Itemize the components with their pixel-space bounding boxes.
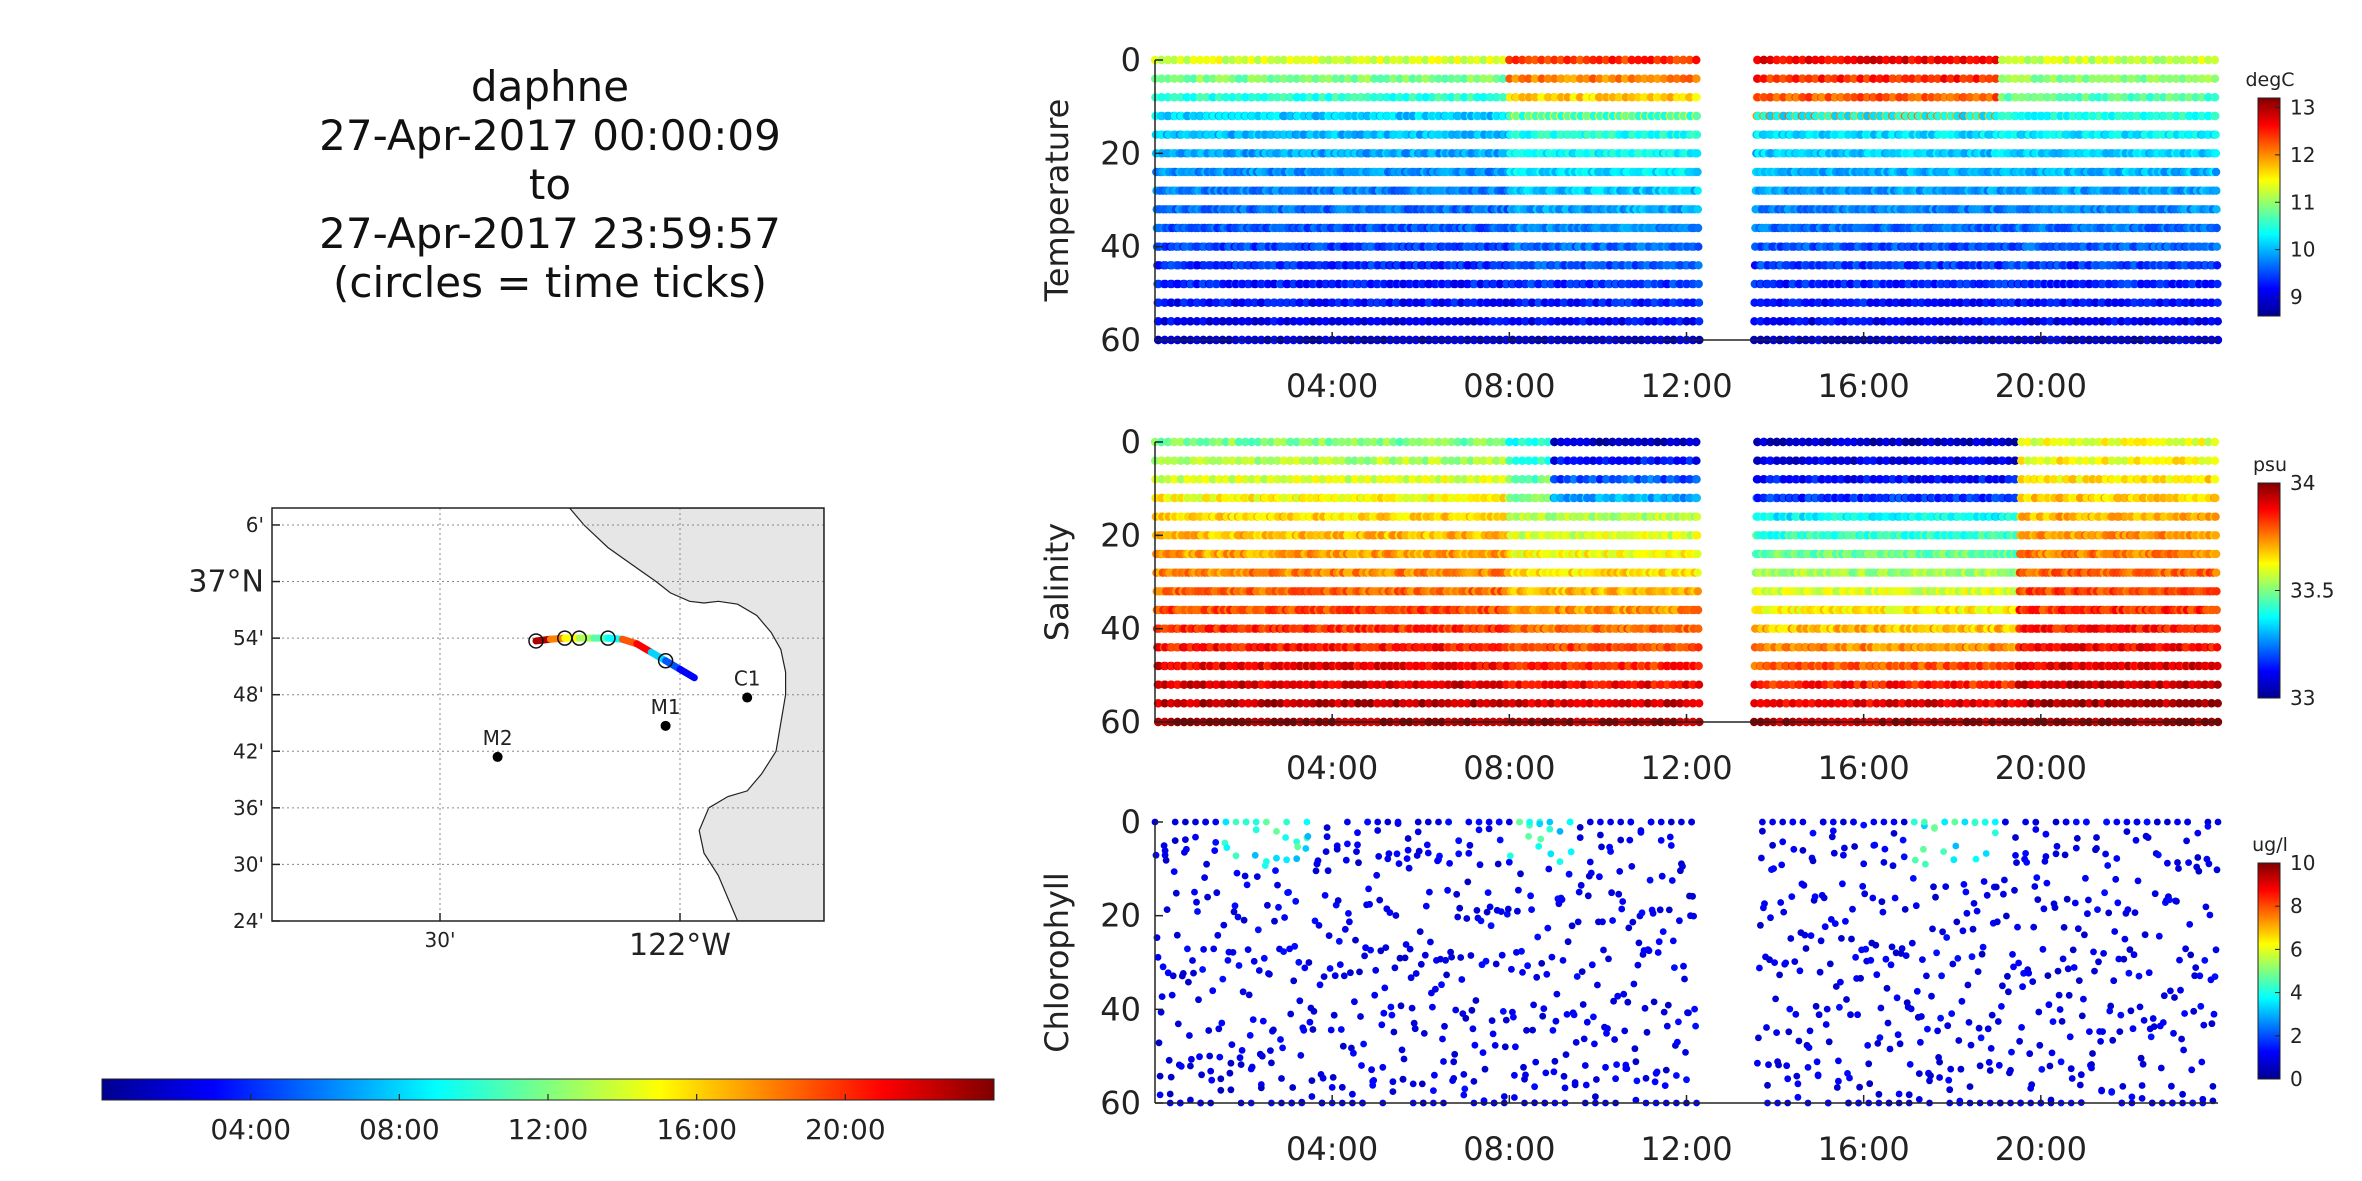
temperature-point [1247,55,1256,65]
map-panel: 24' 30' 36' 42' 48' 54' 37°N 6' 30' 122°W M2 M1 C1 [188,507,825,963]
temperature-point [1154,317,1163,326]
temperature-point [1225,317,1234,326]
temperature-point [1186,317,1195,326]
temperature-point [1692,93,1701,102]
temperature-point [1173,317,1183,326]
temperature-point [1694,279,1703,289]
time-colorbar-label: 04:00 [210,1113,291,1146]
temperature-point [1228,74,1237,83]
temperature-point [1692,74,1701,83]
coastline [568,508,824,921]
temperature-point [1160,317,1170,326]
temperature-point [1196,74,1205,83]
temperature-point [1189,74,1199,83]
temperature-point [1234,74,1244,83]
temperature-point [1234,55,1244,65]
map-lat-label: 48' [233,683,264,707]
temperature-point [1692,111,1702,121]
time-colorbar-label: 16:00 [656,1113,737,1146]
map-lat-label: 54' [233,626,264,650]
temperature-point [1693,223,1703,233]
station-marker [742,692,753,703]
temperature-point [1692,130,1702,139]
map-lat-label: 30' [233,852,264,876]
temperature-point [1202,55,1211,65]
temperature-point [1195,55,1205,65]
time-tick-circle [571,630,587,646]
temperature-point [1183,55,1192,65]
temperature-point [1209,74,1218,83]
temperature-point [1221,55,1231,65]
figure-title: daphne 27-Apr-2017 00:00:09 to 27-Apr-20… [250,62,850,307]
temperature-point [1212,317,1221,326]
temperature-point [1238,317,1247,326]
time-tick-circle [600,630,616,646]
temperature-point [1208,55,1218,65]
temperature-point [1247,74,1257,83]
time-colorbar-label: 12:00 [508,1113,589,1146]
station-marker [492,751,503,762]
map-frame [271,507,825,922]
temperature-point [1241,74,1250,83]
temperature-point [1215,74,1224,83]
map-lat-label: 37°N [188,565,264,600]
map-lat-label: 36' [233,796,264,820]
map-lat-label: 42' [233,739,264,763]
map-clip-group [568,508,824,921]
temperature-point [1695,317,1704,326]
time-tick-circle [657,653,674,669]
temperature-points [1150,55,2223,345]
temperature-point [1157,74,1166,83]
time-colorbar-label: 20:00 [805,1113,886,1146]
temperature-point [1183,74,1192,83]
station-label: M2 [483,726,513,750]
temperature-point [1176,74,1186,83]
title-line: 27-Apr-2017 00:00:09 [319,111,781,160]
temperature-point [1202,74,1212,83]
map-lat-label: 6' [246,513,264,537]
temperature-point [1205,317,1215,326]
temperature-point [1180,317,1189,326]
temperature-point [1231,317,1240,326]
temperature-point [1170,55,1179,65]
title-line: to [528,160,572,209]
temperature-point [1170,74,1179,83]
map-lon-label: 122°W [629,928,731,963]
time-colorbar: 04:00 08:00 12:00 16:00 20:00 [101,1078,995,1146]
map-lon-label: 30' [425,928,456,952]
temperature-point [1167,317,1176,326]
temperature-point [1215,55,1224,65]
temperature-point [1241,55,1250,65]
title-line: 27-Apr-2017 23:59:57 [319,209,781,258]
temperature-point [1199,317,1208,326]
title-line: (circles = time ticks) [333,258,767,307]
map-lat-label: 24' [233,909,264,933]
temperature-point [1221,74,1231,83]
temperature-point [1694,242,1703,251]
temperature-point [1694,298,1704,307]
temperature-point [1692,55,1701,65]
temperature-point [1693,186,1702,195]
temperature-point [1694,261,1703,270]
station-marker [660,720,671,731]
temperature-point [1693,205,1703,214]
temperature-point [1163,55,1173,65]
time-colorbar-label: 08:00 [359,1113,440,1146]
temperature-point [1218,317,1228,326]
temperature-point [1176,55,1186,65]
temperature-point [1189,55,1198,65]
station-label: C1 [734,667,761,691]
title-line: daphne [470,62,630,111]
time-tick-circle [528,633,544,649]
temperature-point [1228,55,1237,65]
temperature-point [1244,317,1253,326]
temperature-point [1693,149,1702,158]
temperature-point [1163,74,1173,83]
temperature-point [1693,167,1702,177]
temperature-point [1192,317,1202,326]
track-segment [676,665,698,682]
station-label: M1 [651,695,681,719]
